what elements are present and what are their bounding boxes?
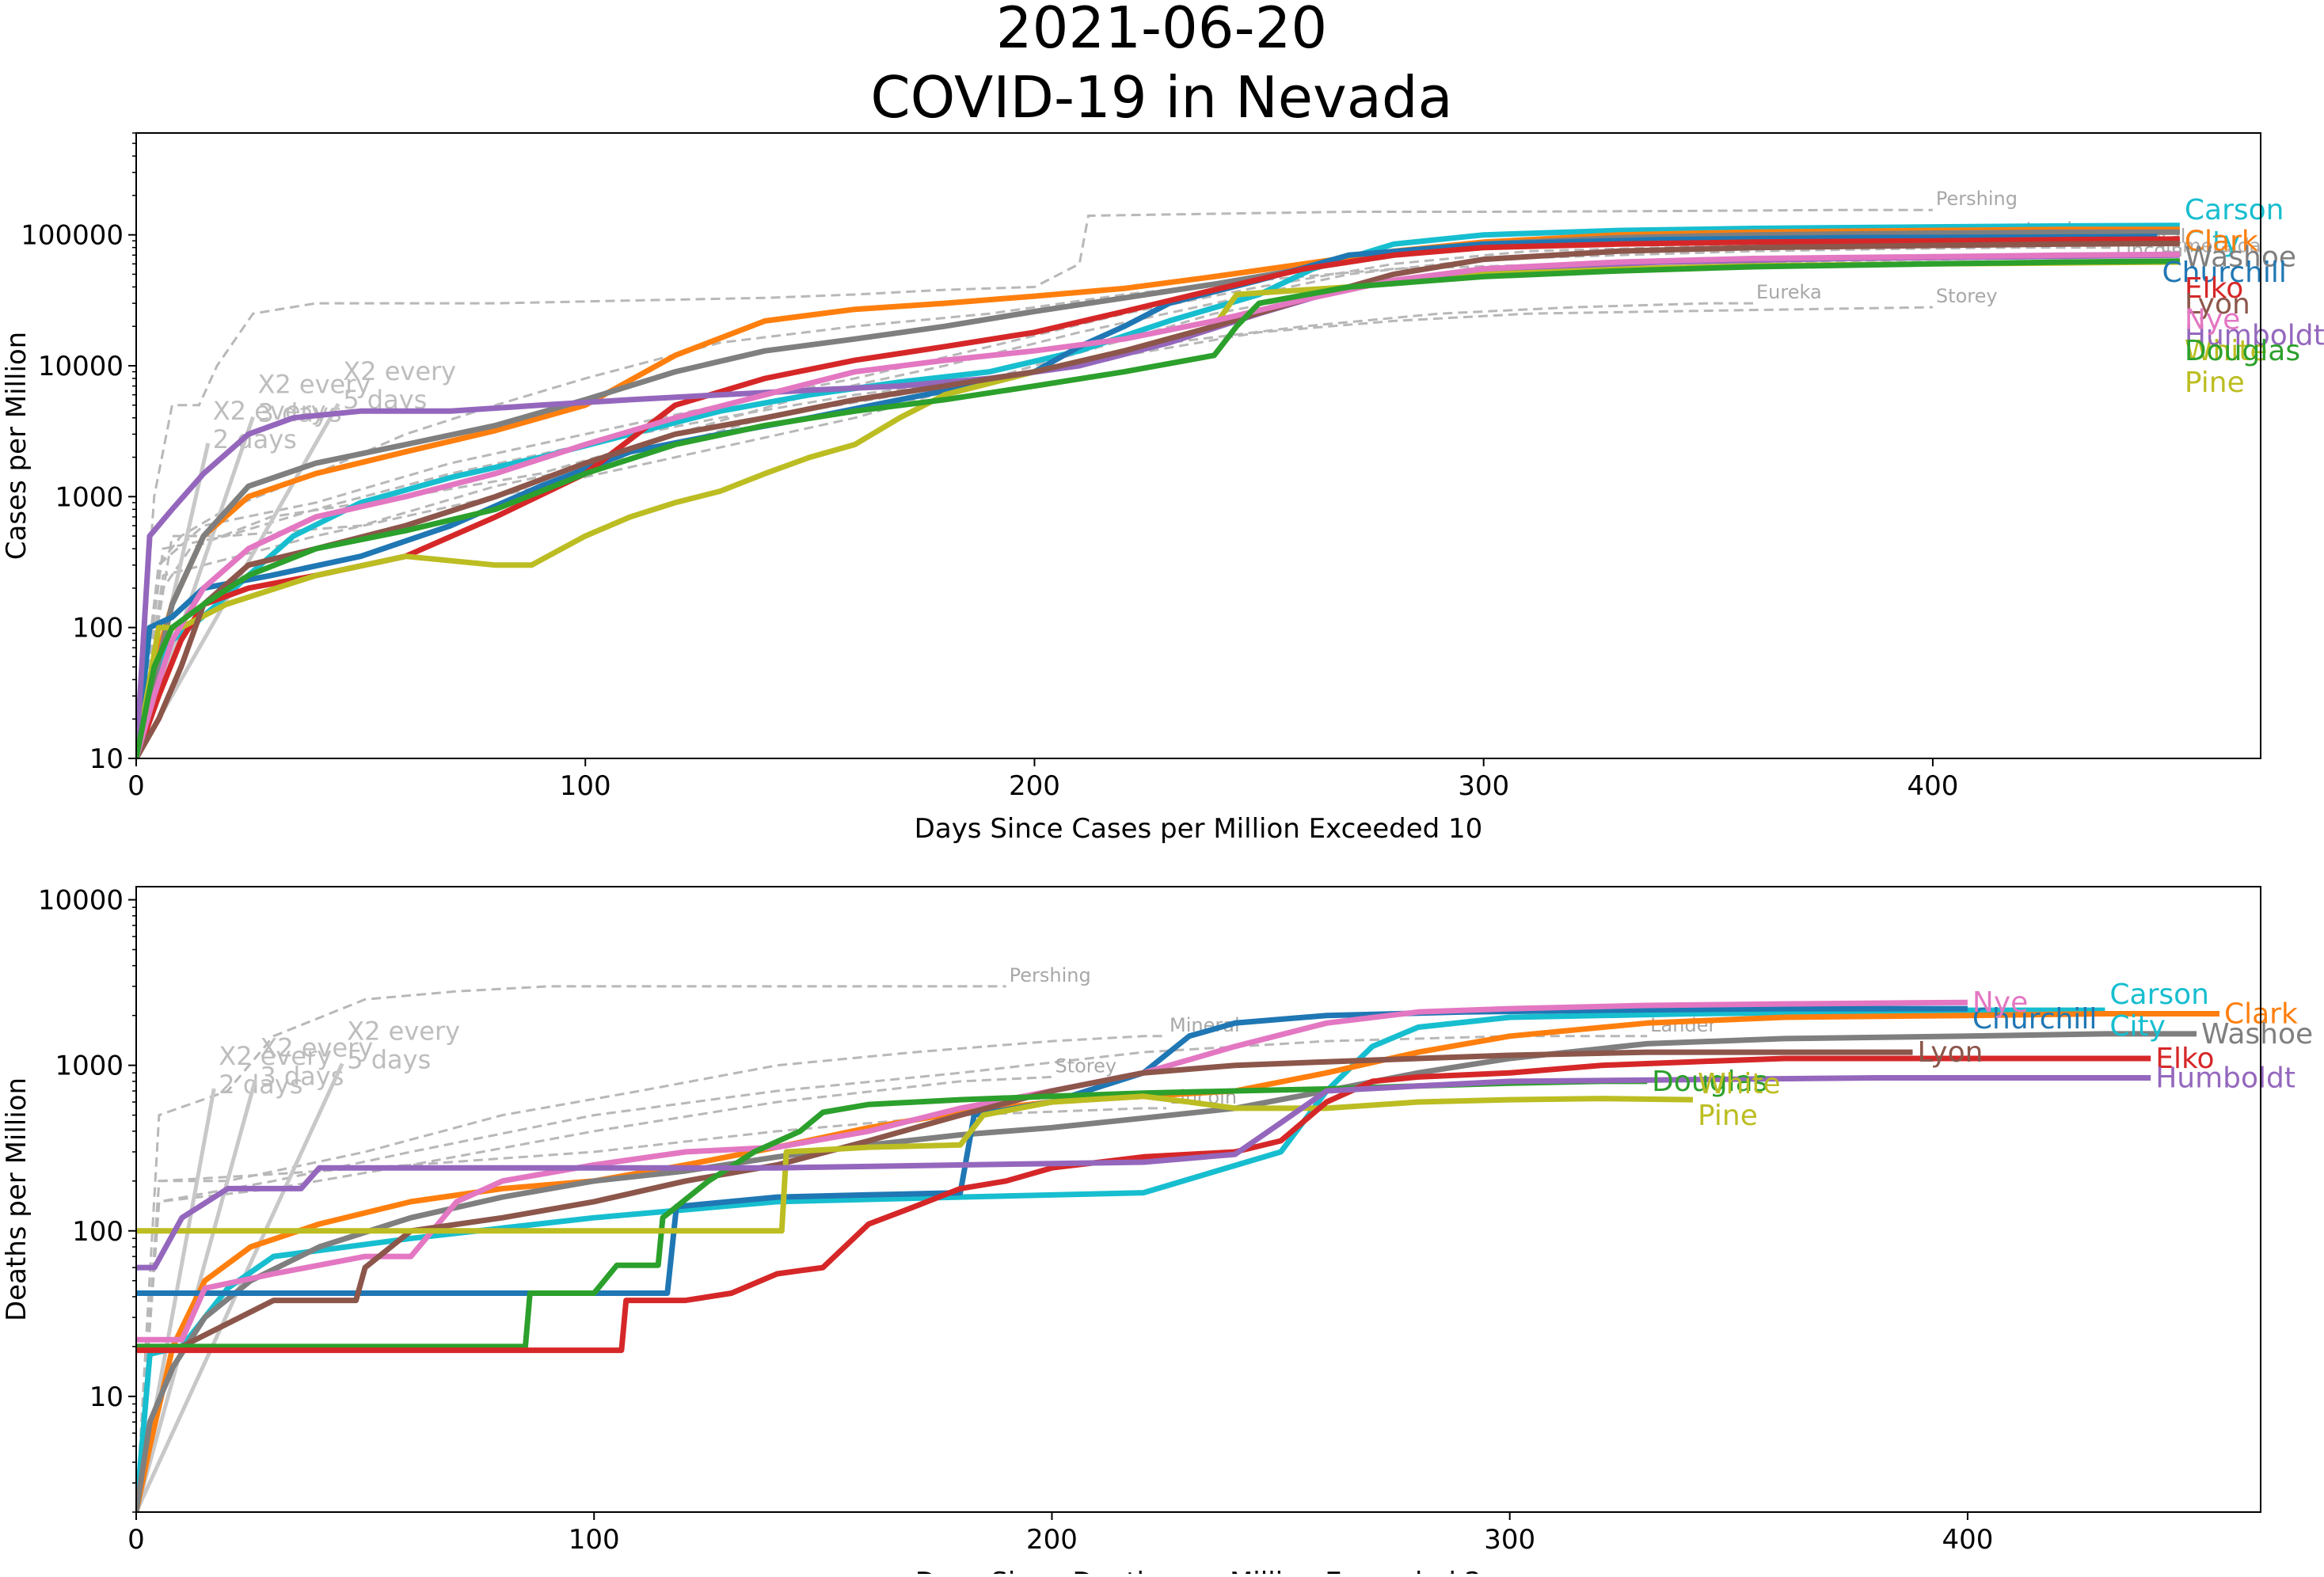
x-tick-label: 100 — [560, 770, 611, 802]
cases-x-axis-label: Days Since Cases per Million Exceeded 10 — [915, 813, 1483, 845]
x-tick-label: 100 — [569, 1524, 620, 1556]
series-line-clark — [136, 226, 2180, 758]
x-tick-label: 300 — [1458, 770, 1509, 802]
series-label-humboldt: Humboldt — [2155, 1062, 2295, 1094]
series-line-elko — [136, 1055, 2151, 1354]
series-label-carson-city: Carson City — [2185, 194, 2284, 258]
y-tick-label: 1000 — [55, 1051, 124, 1082]
background-line-mineral — [136, 246, 2113, 758]
background-label-eureka: Eureka — [1756, 281, 1822, 303]
series-line-humboldt — [136, 1075, 2151, 1271]
deaths-x-axis-label: Days Since Deaths per Million Exceeded 2 — [915, 1567, 1482, 1574]
series-label-humboldt: Humboldt — [2185, 319, 2324, 352]
figure-title-main: COVID-19 in Nevada — [870, 64, 1452, 131]
y-tick-label: 10000 — [38, 885, 124, 917]
series-label-washoe: Washoe — [2201, 1018, 2313, 1051]
x-tick-label: 0 — [127, 770, 145, 802]
series-label-churchill: Churchill — [2162, 256, 2287, 289]
background-label-pershing: Pershing — [1936, 188, 2018, 210]
background-label-storey: Storey — [1055, 1054, 1116, 1077]
series-line-washoe — [136, 1031, 2197, 1512]
series-label-white-pine: White Pine — [1698, 1068, 1781, 1132]
series-label-douglas: Douglas — [2185, 335, 2300, 367]
series-label-lyon: Lyon — [2185, 288, 2250, 321]
series-line-churchill — [136, 234, 2158, 758]
figure-title-date: 2021-06-20 — [996, 0, 1327, 61]
background-line-lander — [136, 239, 2023, 758]
series-line-elko — [136, 236, 2180, 758]
background-label-pershing: Pershing — [1010, 964, 1091, 986]
series-label-clark: Clark — [2185, 226, 2258, 258]
x-tick-label: 300 — [1484, 1524, 1535, 1556]
background-line-mineral — [136, 1035, 1166, 1512]
x-tick-label: 400 — [1942, 1524, 1993, 1556]
series-line-nye — [136, 999, 1968, 1343]
doubling-label-5-days: X2 every 5 days — [347, 1016, 460, 1074]
series-line-lyon — [136, 1049, 1913, 1350]
background-line-pershing — [136, 208, 1933, 758]
series-label-carson-city: Carson City — [2109, 978, 2209, 1043]
y-tick-label: 100000 — [21, 220, 124, 252]
y-tick-label: 100 — [72, 613, 124, 644]
series-label-lyon: Lyon — [1918, 1036, 1984, 1069]
series-line-white-pine — [136, 259, 2180, 758]
x-tick-label: 400 — [1907, 770, 1958, 802]
x-tick-label: 0 — [127, 1524, 145, 1556]
y-tick-label: 10 — [89, 743, 124, 775]
series-line-nye — [136, 251, 2180, 758]
series-line-carson-city — [136, 1007, 2105, 1512]
series-label-elko: Elko — [2155, 1043, 2214, 1075]
series-label-white-pine: White Pine — [2185, 335, 2268, 399]
series-label-elko: Elko — [2185, 272, 2243, 305]
cases-axes-frame — [135, 132, 2261, 759]
doubling-label-2-days: X2 every 2 days — [219, 1041, 332, 1100]
background-line-storey — [136, 1075, 1052, 1512]
background-label-storey: Storey — [1936, 285, 1998, 307]
x-tick-label: 200 — [1026, 1524, 1078, 1556]
series-line-lyon — [136, 241, 2180, 758]
y-tick-label: 1000 — [55, 481, 124, 513]
series-label-washoe: Washoe — [2185, 241, 2296, 273]
y-tick-label: 10000 — [38, 351, 124, 382]
series-label-nye: Nye — [2185, 304, 2240, 336]
series-label-douglas: Douglas — [1652, 1066, 1767, 1098]
series-line-washoe — [136, 229, 2180, 758]
background-line-pershing — [136, 985, 1006, 1512]
series-line-white-pine — [136, 1093, 1694, 1234]
deaths-y-axis-label: Deaths per Million — [1, 1077, 32, 1321]
cases-y-axis-label: Cases per Million — [1, 332, 32, 560]
deaths-axes-frame — [135, 886, 2261, 1513]
series-label-nye: Nye — [1972, 986, 2028, 1019]
x-tick-label: 200 — [1009, 770, 1060, 802]
y-tick-label: 10 — [89, 1381, 124, 1413]
doubling-label-3-days: X2 every 3 days — [260, 1032, 373, 1091]
series-label-churchill: Churchill — [1972, 1003, 2097, 1036]
doubling-label-5-days: X2 every 5 days — [343, 356, 456, 415]
y-tick-label: 100 — [72, 1216, 124, 1248]
series-line-douglas — [136, 258, 2180, 758]
